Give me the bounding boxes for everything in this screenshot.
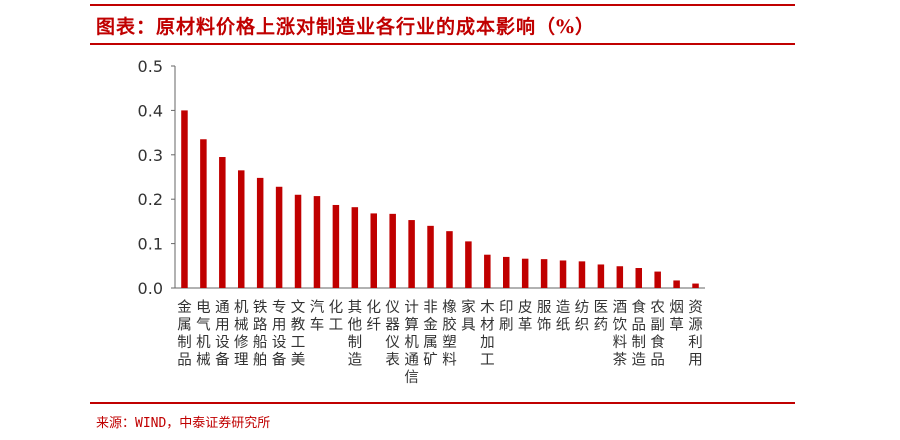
category-label: 橡胶塑料 [442,299,457,369]
bar [654,271,661,288]
y-tick-label: 0.4 [138,101,163,120]
top-rule [90,4,795,6]
bar [540,259,548,288]
y-tick-label: 0.1 [138,235,163,254]
bar [219,157,226,288]
y-axis: 0.0 0.1 0.2 0.3 0.4 0.5 [138,57,176,298]
category-label: 医药 [594,300,609,334]
category-label: 电气机械 [196,299,211,369]
chart-title: 图表：原材料价格上涨对制造业各行业的成本影响（%） [96,16,596,38]
y-tick-label: 0.2 [138,190,163,209]
category-label: 其他制造 [348,299,363,369]
category-label: 木材加工 [480,299,495,369]
bar [294,194,302,288]
bar [521,258,529,288]
category-label: 造纸 [556,299,571,334]
bar [351,207,359,288]
bar [389,213,396,288]
category-label: 农副食品 [650,299,665,369]
category-label: 烟草 [669,299,684,334]
category-label: 汽车 [310,299,325,334]
bar [692,283,699,288]
category-label: 资源利用 [688,299,703,369]
bar [578,261,586,288]
y-tick-label: 0.5 [138,57,163,76]
bottom-rule [90,402,795,404]
bar [503,256,510,288]
title-rule [90,43,795,45]
bar [200,139,207,288]
category-label: 通用设备 [215,299,230,369]
bar [465,241,472,288]
category-label: 计算机通信 [404,299,419,386]
category-label: 化工 [329,299,344,334]
category-label: 皮革 [518,299,533,334]
category-label: 仪器仪表 [385,300,400,369]
bar [616,266,624,288]
bar [484,254,491,288]
y-tick-label: 0.0 [138,279,163,298]
category-label: 家具 [461,299,476,334]
bar [275,186,283,288]
bar [673,280,680,288]
category-label: 机械修理 [234,299,249,369]
bar [313,196,321,288]
bar [408,220,415,288]
source-note: 来源：WIND，中泰证券研究所 [96,416,271,431]
bar-series [181,110,699,289]
y-tick-label: 0.3 [138,146,163,165]
category-label: 化纤 [367,299,382,334]
category-label: 铁路船舶 [253,299,268,369]
bar [332,204,340,288]
bar [181,110,188,289]
category-label: 专用设备 [272,299,287,369]
bar [559,260,567,288]
category-label: 酒饮料茶 [613,299,628,369]
category-labels: 金属制品电气机械通用设备机械修理铁路船舶专用设备文教工美汽车化工其他制造化纤仪器… [177,299,703,386]
category-label: 金属制品 [177,299,192,369]
bar [635,268,642,288]
bar [238,170,245,288]
bar [427,225,434,288]
bar [597,264,605,288]
category-label: 食品制造 [632,299,647,369]
category-label: 非金属矿 [423,299,438,369]
category-label: 纺织 [575,299,590,334]
bar [256,177,264,288]
bar [370,213,377,288]
bar [446,231,453,288]
category-label: 服饰 [537,300,552,334]
category-label: 文教工美 [291,299,306,369]
category-label: 印刷 [499,299,514,334]
